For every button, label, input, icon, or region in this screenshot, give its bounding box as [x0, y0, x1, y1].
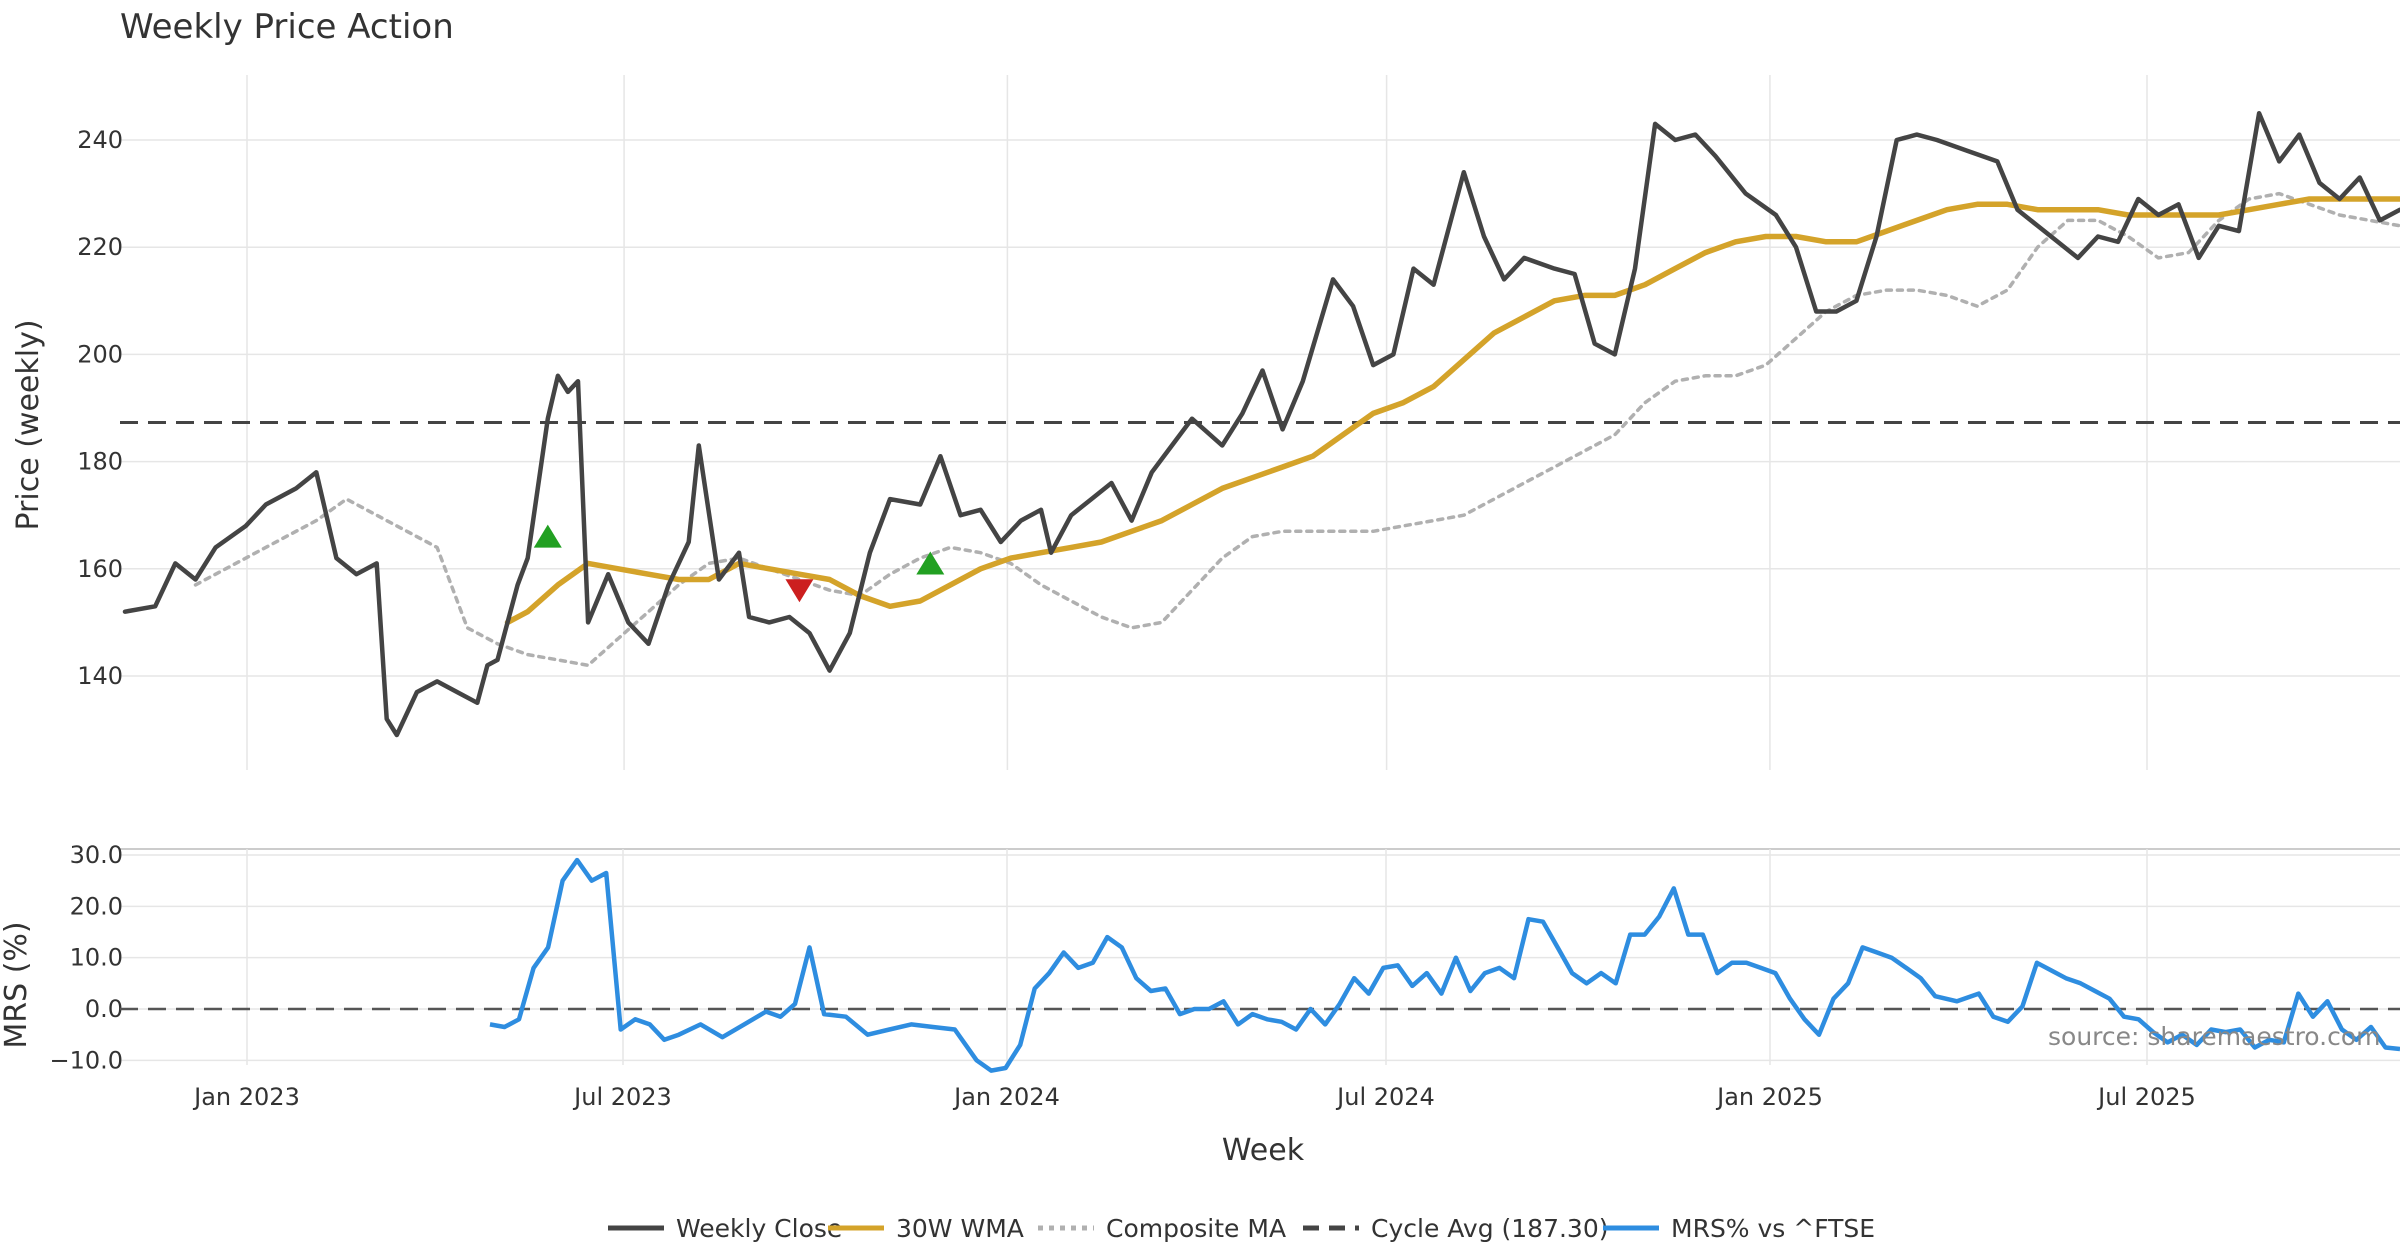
- legend-item: Composite MA: [1038, 1214, 1286, 1243]
- x-tick-label: Jul 2025: [2096, 1083, 2196, 1111]
- mrs-y-tick-labels: −10.0 0.0 10.0 20.0 30.0: [49, 841, 123, 1074]
- mrs-panel: −10.0 0.0 10.0 20.0 30.0 MRS (%) source: sha…: [0, 841, 2400, 1074]
- price-y-tick-label: 160: [77, 555, 123, 583]
- legend-item: 30W WMA: [828, 1214, 1024, 1243]
- price-y-tick-label: 220: [77, 233, 123, 261]
- x-tick-labels: Jan 2023 Jul 2023 Jan 2024 Jul 2024 Jan 2025…: [192, 1083, 2196, 1111]
- series-line-composite-ma: [193, 191, 2400, 668]
- legend-label: 30W WMA: [896, 1214, 1024, 1243]
- mrs-y-tick-label: 0.0: [85, 995, 123, 1023]
- mrs-series-group: [489, 857, 2400, 1073]
- legend-item: MRS% vs ^FTSE: [1603, 1214, 1875, 1243]
- legend-label: MRS% vs ^FTSE: [1671, 1214, 1875, 1243]
- legend-item: Weekly Close: [608, 1214, 842, 1243]
- price-y-tick-label: 180: [77, 448, 123, 476]
- mrs-y-tick-label: 20.0: [70, 892, 123, 920]
- x-tick-label: Jan 2024: [952, 1083, 1060, 1111]
- buy-signal-marker: [533, 524, 562, 548]
- buy-signal-marker: [916, 551, 945, 575]
- x-axis-label: Week: [1222, 1133, 1305, 1168]
- x-tick-label: Jul 2024: [1335, 1083, 1435, 1111]
- price-y-tick-labels: 140 160 180 200 220 240: [77, 126, 123, 690]
- price-panel: 140 160 180 200 220 240 Price (weekly): [11, 75, 2400, 770]
- x-tick-label: Jul 2023: [572, 1083, 672, 1111]
- price-y-tick-label: 140: [77, 662, 123, 690]
- legend: Weekly Close 30W WMA Composite MA Cycle Avg…: [608, 1214, 1875, 1243]
- price-series-group: [122, 110, 2400, 738]
- price-y-axis-label: Price (weekly): [11, 319, 46, 530]
- legend-item: Cycle Avg (187.30): [1303, 1214, 1609, 1243]
- series-line-mrs-vs-ftse: [489, 857, 2400, 1073]
- chart-title: Weekly Price Action: [120, 7, 454, 47]
- price-y-tick-label: 240: [77, 126, 123, 154]
- series-line-weekly-close: [122, 110, 2400, 738]
- legend-label: Cycle Avg (187.30): [1371, 1214, 1609, 1243]
- x-tick-label: Jan 2025: [1715, 1083, 1823, 1111]
- sell-signal-marker: [785, 579, 814, 603]
- signal-markers: [533, 524, 945, 603]
- mrs-y-tick-label: 30.0: [70, 841, 123, 869]
- x-tick-label: Jan 2023: [192, 1083, 300, 1111]
- mrs-y-tick-label: 10.0: [70, 944, 123, 972]
- legend-label: Composite MA: [1106, 1214, 1286, 1243]
- source-credit: source: sharemaestro.com: [2048, 1022, 2381, 1051]
- mrs-y-tick-label: −10.0: [49, 1046, 123, 1074]
- series-line-30w-wma: [504, 196, 2400, 626]
- mrs-y-axis-label: MRS (%): [0, 921, 34, 1048]
- legend-label: Weekly Close: [676, 1214, 842, 1243]
- price-y-tick-label: 200: [77, 340, 123, 368]
